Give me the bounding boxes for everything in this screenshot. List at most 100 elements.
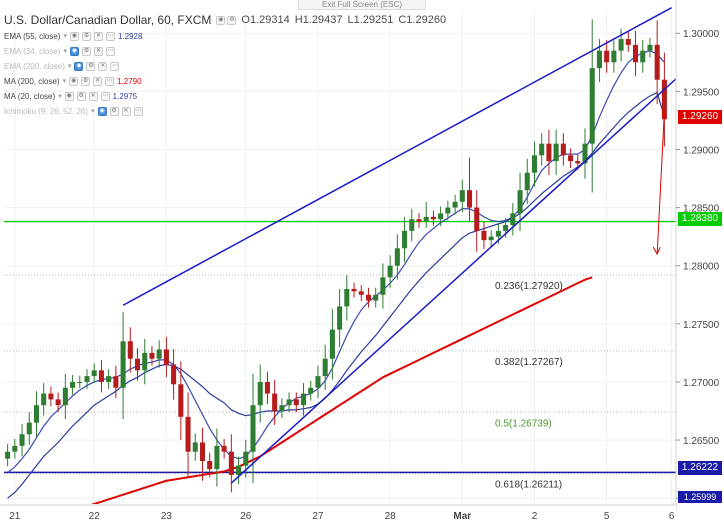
candle-body xyxy=(106,376,112,382)
price-axis-label: 1.29500 xyxy=(683,87,720,98)
price-axis-label: 1.27500 xyxy=(683,320,720,331)
candle xyxy=(459,179,465,213)
candle xyxy=(416,212,422,228)
exit-fullscreen-button[interactable]: Exit Full Screen (ESC) xyxy=(298,0,426,10)
candle-body xyxy=(207,460,213,470)
candle xyxy=(134,348,141,381)
chevron-down-icon[interactable]: ▾ xyxy=(62,78,67,85)
settings-icon[interactable]: ⚙ xyxy=(86,61,96,71)
candle xyxy=(351,282,357,298)
indicator-row[interactable]: EMA (34, close) ▾ ◉ ⚙ ✕ ⋯ xyxy=(4,45,118,57)
candle-body xyxy=(293,399,299,406)
eye-icon[interactable]: ◉ xyxy=(74,61,84,71)
candle xyxy=(178,361,184,440)
candle xyxy=(91,363,97,384)
candle xyxy=(409,208,415,242)
candle-body xyxy=(474,207,480,231)
settings-icon[interactable]: ⚙ xyxy=(81,31,91,41)
indicator-value: 1.2790 xyxy=(117,76,142,86)
close-icon[interactable]: ✕ xyxy=(93,31,103,41)
candle xyxy=(257,364,263,423)
candle-body xyxy=(41,393,47,406)
close-icon[interactable]: ✕ xyxy=(88,91,98,101)
close-icon[interactable]: ✕ xyxy=(93,46,103,56)
candle-body xyxy=(409,219,415,231)
ma200-line xyxy=(22,276,593,526)
symbol-title[interactable]: U.S. Dollar/Canadian Dollar, 60, FXCM xyxy=(4,13,212,27)
settings-icon[interactable]: ⚙ xyxy=(76,91,86,101)
candle xyxy=(272,379,278,425)
candle xyxy=(163,336,169,378)
indicator-name[interactable]: EMA (34, close) xyxy=(4,46,61,56)
indicator-name[interactable]: EMA (55, close) xyxy=(4,31,61,41)
more-icon[interactable]: ⋯ xyxy=(100,91,110,101)
ema55-line xyxy=(7,91,665,499)
indicator-name[interactable]: EMA (200, close) xyxy=(4,61,65,71)
candle-body xyxy=(300,393,307,406)
indicator-name[interactable]: MA (200, close) xyxy=(4,76,60,86)
eye-icon[interactable]: ◉ xyxy=(64,91,74,101)
candle-body xyxy=(402,230,408,249)
candle-body xyxy=(661,79,667,120)
eye-icon[interactable]: ◉ xyxy=(69,46,79,56)
close-icon[interactable]: ✕ xyxy=(98,61,108,71)
candle xyxy=(373,287,379,308)
eye-icon[interactable]: ◉ xyxy=(216,15,226,25)
candle-body xyxy=(91,370,97,377)
eye-icon[interactable]: ◉ xyxy=(97,106,107,116)
chevron-down-icon[interactable]: ▾ xyxy=(58,93,62,100)
candle xyxy=(632,30,639,77)
candle xyxy=(250,373,256,484)
candle-body xyxy=(243,451,249,466)
settings-icon[interactable]: ⚙ xyxy=(227,15,237,25)
settings-icon[interactable]: ⚙ xyxy=(81,76,91,86)
price-axis-label: 1.29000 xyxy=(683,145,720,156)
time-axis-label: 27 xyxy=(312,511,324,522)
indicator-row[interactable]: EMA (200, close) ▾ ◉ ⚙ ✕ ⋯ xyxy=(4,60,122,72)
candle xyxy=(568,148,574,169)
candle xyxy=(113,365,119,399)
candle-body xyxy=(279,405,285,412)
candle-body xyxy=(445,207,451,214)
eye-icon[interactable]: ◉ xyxy=(69,76,79,86)
settings-icon[interactable]: ⚙ xyxy=(81,46,91,56)
indicator-row[interactable]: EMA (55, close) ▾ ◉ ⚙ ✕ ⋯ 1.2928 xyxy=(4,30,142,42)
candle xyxy=(149,345,155,366)
indicator-row[interactable]: Ichimoku (9, 26, 52, 26) ▾ ◉ ⚙ ✕ ⋯ xyxy=(4,105,146,117)
close-icon[interactable]: ✕ xyxy=(93,76,103,86)
candle xyxy=(264,371,270,405)
candle-body xyxy=(192,442,198,452)
indicator-row[interactable]: MA (200, close) ▾ ◉ ⚙ ✕ ⋯ 1.2790 xyxy=(4,75,142,87)
candle xyxy=(293,392,299,413)
forecast-arrow xyxy=(652,111,665,256)
candle-body xyxy=(113,376,119,388)
candle xyxy=(308,380,314,401)
more-icon[interactable]: ⋯ xyxy=(105,76,115,86)
price-axis-label: 1.27000 xyxy=(683,378,720,389)
candle-body xyxy=(171,364,177,385)
chevron-down-icon[interactable]: ▾ xyxy=(63,48,67,55)
close-icon[interactable]: ✕ xyxy=(121,106,131,116)
indicator-row[interactable]: MA (20, close) ▾ ◉ ⚙ ✕ ⋯ 1.2975 xyxy=(4,90,137,102)
chevron-down-icon[interactable]: ▾ xyxy=(67,63,72,70)
indicator-name[interactable]: MA (20, close) xyxy=(4,91,56,101)
candle-body xyxy=(568,155,574,162)
candle-body xyxy=(264,381,270,394)
more-icon[interactable]: ⋯ xyxy=(105,31,115,41)
indicator-name[interactable]: Ichimoku (9, 26, 52, 26) xyxy=(4,106,89,116)
candle-body xyxy=(539,143,545,156)
chevron-down-icon[interactable]: ▾ xyxy=(63,33,67,40)
more-icon[interactable]: ⋯ xyxy=(105,46,115,56)
candle-body xyxy=(120,341,126,388)
candle-body xyxy=(127,341,133,359)
chevron-down-icon[interactable]: ▾ xyxy=(91,108,95,115)
settings-icon[interactable]: ⚙ xyxy=(109,106,119,116)
more-icon[interactable]: ⋯ xyxy=(110,61,120,71)
candle xyxy=(300,383,307,416)
candle-body xyxy=(149,352,155,359)
candle-body xyxy=(365,294,372,301)
more-icon[interactable]: ⋯ xyxy=(133,106,143,116)
candle-body xyxy=(163,349,169,365)
eye-icon[interactable]: ◉ xyxy=(69,31,79,41)
